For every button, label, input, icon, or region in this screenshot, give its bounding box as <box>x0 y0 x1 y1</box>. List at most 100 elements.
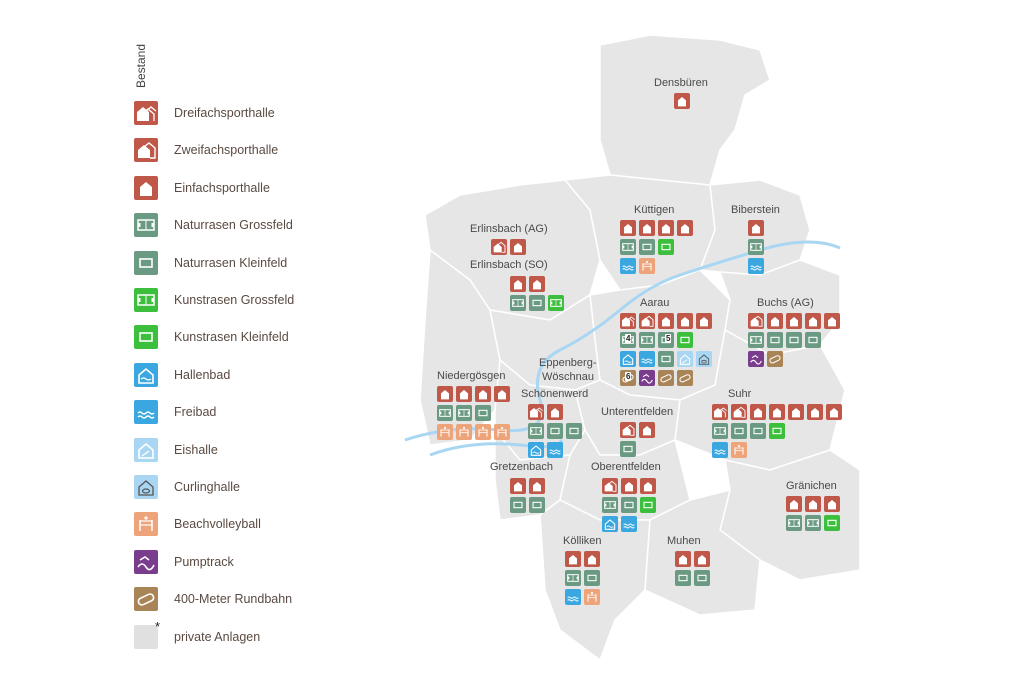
outdoor-pool-icon <box>748 258 764 274</box>
running-track-icon <box>134 587 158 612</box>
legend-label: Einfachsporthalle <box>174 180 270 195</box>
facility-row-schoenenwerd <box>528 423 582 439</box>
facility-row-kuettigen <box>620 239 674 255</box>
small-field-icon <box>620 441 636 457</box>
facility-row-biberstein <box>748 220 764 236</box>
single-hall-icon <box>620 220 636 236</box>
running-track-icon <box>658 370 674 386</box>
legend-item-einfach: Einfachsporthalle <box>134 175 270 201</box>
pumptrack-icon <box>748 351 764 367</box>
legend-item-private: * private Anlagen <box>134 619 261 650</box>
facility-row-kuettigen <box>620 258 655 274</box>
single-hall-icon <box>788 404 804 420</box>
double-hall-icon <box>491 239 507 255</box>
place-label-graenichen: Gränichen <box>786 480 837 492</box>
facility-row-erlinsbach_so <box>510 276 545 292</box>
double-hall-icon <box>602 478 618 494</box>
legend-label: private Anlagen <box>174 629 261 644</box>
single-hall-icon <box>805 313 821 329</box>
beach-volleyball-icon <box>639 258 655 274</box>
pumptrack-icon <box>639 370 655 386</box>
single-hall-icon <box>565 551 581 567</box>
facility-row-unterentfelden <box>620 441 636 457</box>
large-field-icon <box>528 423 544 439</box>
legend-item-krk: Kunstrasen Kleinfeld <box>134 324 289 350</box>
small-field-icon <box>658 239 674 255</box>
single-hall-icon <box>807 404 823 420</box>
place-label-koelliken: Kölliken <box>563 535 602 547</box>
facility-row-kuettigen <box>620 220 693 236</box>
facility-row-gretzenbach <box>510 478 545 494</box>
beach-volleyball-icon <box>731 442 747 458</box>
facility-row-oberentfelden <box>602 497 656 513</box>
facility-row-oberentfelden <box>602 478 656 494</box>
single-hall-icon <box>677 313 693 329</box>
small-field-icon <box>566 423 582 439</box>
facility-row-muhen <box>675 551 710 567</box>
triple-hall-icon <box>134 101 158 125</box>
small-field-icon <box>824 515 840 531</box>
single-hall-icon <box>824 313 840 329</box>
small-field-icon <box>134 250 158 275</box>
double-hall-icon <box>748 313 764 329</box>
facility-row-buchs <box>748 332 821 348</box>
legend-label: Zweifachsporthalle <box>174 143 279 158</box>
small-field-icon <box>786 332 802 348</box>
small-field-icon <box>640 497 656 513</box>
large-field-icon <box>134 288 158 312</box>
area-buchs <box>718 259 841 356</box>
indoor-pool-icon <box>528 442 544 458</box>
running-track-icon <box>767 351 783 367</box>
single-hall-icon <box>494 386 510 402</box>
small-field-icon <box>677 332 693 348</box>
legend-label: 400-Meter Rundbahn <box>174 592 293 607</box>
outdoor-pool-icon <box>134 400 158 425</box>
outdoor-pool-icon <box>639 351 655 367</box>
beach-volleyball-icon <box>494 424 510 440</box>
place-label-schoenenwerd: Schönenwerd <box>521 388 589 400</box>
single-hall-icon <box>529 478 545 494</box>
legend-item-zweifach: Zweifachsporthalle <box>134 137 278 163</box>
facility-row-graenichen <box>786 496 840 512</box>
large-field-icon <box>786 515 802 531</box>
single-hall-icon <box>786 496 802 512</box>
running-track-icon <box>677 370 693 386</box>
single-hall-icon <box>621 478 637 494</box>
legend-item-hallenbad: Hallenbad <box>134 362 230 388</box>
single-hall-icon <box>767 313 783 329</box>
legend-label: Beachvolleyball <box>174 517 261 532</box>
facility-row-erlinsbach_ag <box>491 239 526 255</box>
large-field-icon <box>456 405 472 421</box>
facility-row-koelliken <box>565 570 600 586</box>
place-label-eppenberg: Eppenberg- <box>539 357 597 369</box>
small-field-icon <box>769 423 785 439</box>
facility-row-aarau <box>620 313 712 329</box>
facility-count-badge: 6 <box>625 372 632 381</box>
facility-row-densbueren <box>674 93 690 109</box>
single-hall-icon <box>475 386 491 402</box>
small-field-icon <box>134 325 158 350</box>
facility-row-suhr <box>712 404 842 420</box>
facility-count-badge: 5 <box>665 334 672 343</box>
place-label-kuettigen: Küttigen <box>634 204 675 216</box>
facility-count-badge: 4 <box>625 334 632 343</box>
place-label-woeschnau: Wöschnau <box>542 371 594 383</box>
curling-hall-icon <box>696 351 712 367</box>
legend-label: Freibad <box>174 405 217 420</box>
facility-row-buchs <box>748 351 783 367</box>
single-hall-icon <box>658 313 674 329</box>
legend-label: Pumptrack <box>174 554 234 569</box>
beach-volleyball-icon <box>437 424 453 440</box>
small-field-icon <box>750 423 766 439</box>
small-field-icon <box>529 295 545 311</box>
ice-hall-icon <box>134 437 158 462</box>
beach-volleyball-icon <box>475 424 491 440</box>
place-label-oberentfelden: Oberentfelden <box>591 461 661 473</box>
single-hall-icon <box>510 276 526 292</box>
area-densbueren <box>599 34 771 186</box>
indoor-pool-icon <box>602 516 618 532</box>
legend: Bestand Dreifachsporthalle Zweifachsporth… <box>0 0 360 683</box>
legend-title: Bestand <box>134 43 148 88</box>
facility-row-suhr <box>712 442 747 458</box>
single-hall-icon <box>456 386 472 402</box>
